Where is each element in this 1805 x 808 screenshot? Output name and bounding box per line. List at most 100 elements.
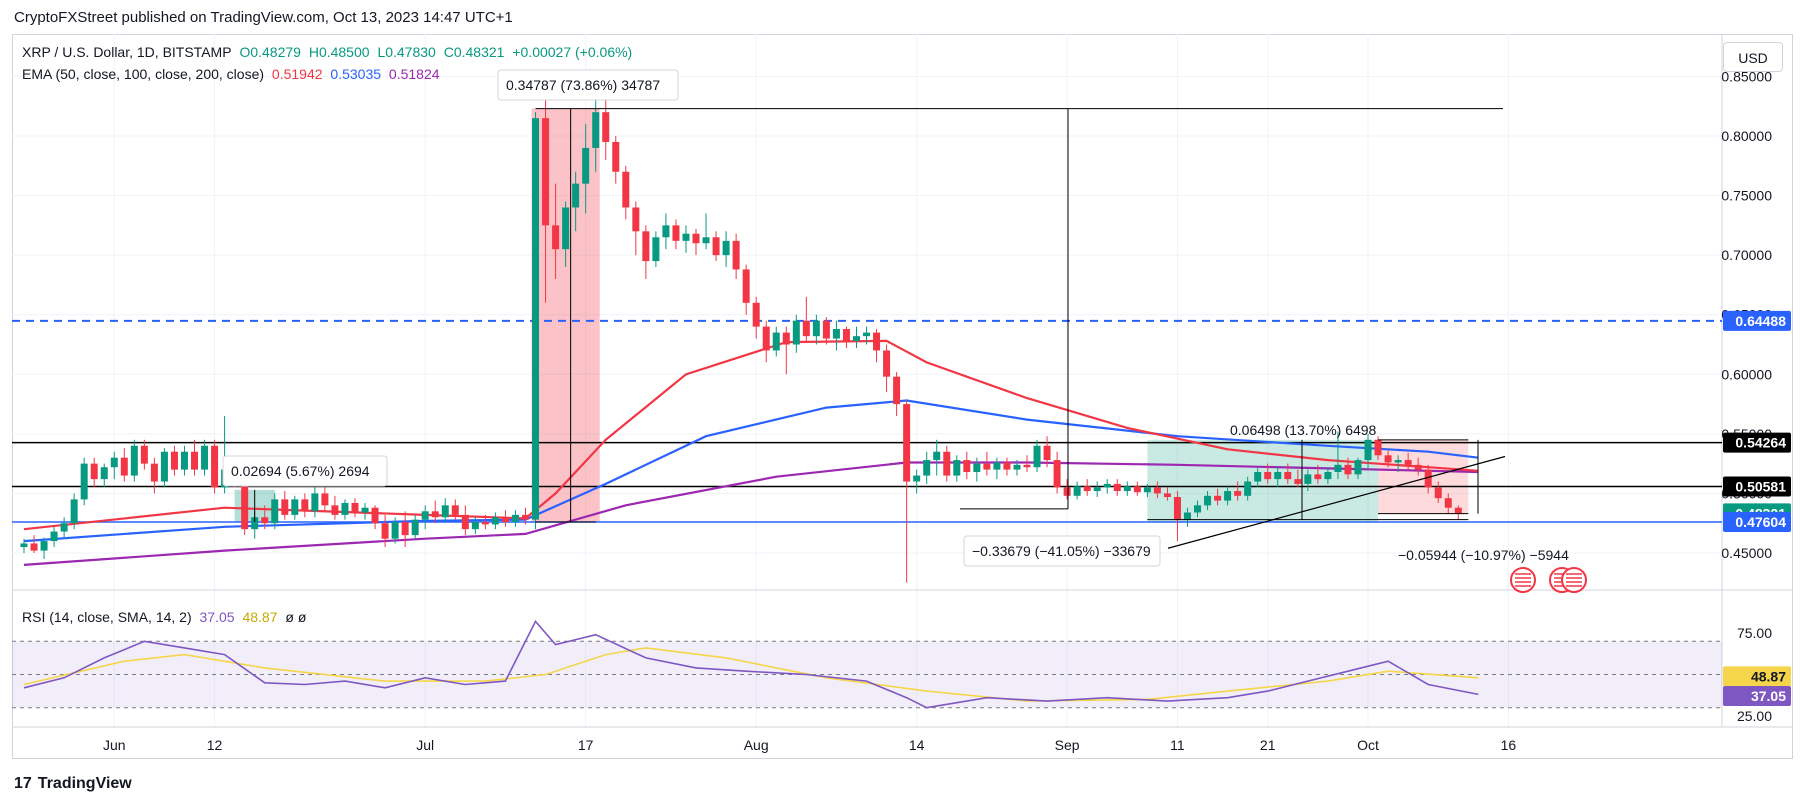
candle-body <box>1043 445 1051 461</box>
candle <box>632 201 640 256</box>
symbol-name: XRP / U.S. Dollar, 1D, BITSTAMP <box>22 44 232 60</box>
rsi-price-label-text: 37.05 <box>1751 688 1786 704</box>
candle <box>692 228 700 256</box>
candle-body <box>30 543 38 551</box>
candle-body <box>140 445 148 464</box>
candle <box>170 445 178 476</box>
candle-body <box>1103 483 1111 488</box>
candle <box>923 451 931 484</box>
candle-body <box>953 460 961 476</box>
x-tick-label: 17 <box>578 737 594 753</box>
x-tick-label: 11 <box>1170 737 1185 753</box>
candle <box>662 213 670 250</box>
candle-body <box>702 237 710 244</box>
rsi-sma-line <box>23 647 1479 702</box>
candle-body <box>80 463 88 500</box>
candle <box>501 510 509 527</box>
x-tick-label: 14 <box>909 737 925 753</box>
candle-body <box>461 514 469 530</box>
candle-body <box>1173 497 1181 520</box>
candle-body <box>511 514 519 523</box>
rsi-value: 37.05 <box>199 609 235 625</box>
candle <box>1033 439 1041 472</box>
ohlc-high: H0.48500 <box>308 44 370 60</box>
candle <box>903 400 911 583</box>
candle-body <box>1214 495 1222 501</box>
ema100-value: 0.53035 <box>330 66 382 82</box>
candle <box>973 457 981 482</box>
candle <box>622 165 630 220</box>
candle <box>732 233 740 279</box>
candle <box>381 514 389 548</box>
measure-annotation: −0.33679 (−41.05%) −33679 <box>963 535 1161 567</box>
y-tick-label: 0.75000 <box>1721 188 1772 204</box>
candle <box>1204 491 1212 511</box>
candle <box>873 329 881 363</box>
candle <box>1394 455 1402 472</box>
candle <box>893 371 901 416</box>
x-tick-label: 12 <box>207 737 223 753</box>
candle <box>391 517 399 544</box>
candle-body <box>100 467 108 480</box>
price-label-bg <box>1723 511 1791 532</box>
candle-body <box>722 240 730 256</box>
candle <box>1083 479 1091 496</box>
candle <box>1424 464 1432 494</box>
us-flag-icon <box>1510 567 1536 593</box>
candle-body <box>863 332 871 337</box>
candle <box>441 498 449 523</box>
measure-zones <box>234 108 1469 523</box>
tradingview-brand: TradingView <box>37 775 132 792</box>
rsi-extra: ø ø <box>285 609 307 625</box>
candle <box>963 451 971 480</box>
candle-body <box>391 522 399 539</box>
x-tick-label: 16 <box>1501 737 1517 753</box>
annotation-text: 0.06498 (13.70%) 6498 <box>1230 422 1377 438</box>
candle <box>722 231 730 268</box>
candle <box>1224 486 1232 506</box>
price-label-bg <box>1723 476 1791 497</box>
candle-body <box>1244 481 1252 496</box>
candle-body <box>471 522 479 530</box>
rsi-price-label-text: 48.87 <box>1751 668 1786 684</box>
candle-body <box>582 147 590 184</box>
candle-body <box>1274 471 1282 480</box>
candle <box>331 495 339 520</box>
candle-body <box>261 517 269 524</box>
candle-body <box>1304 474 1312 484</box>
candle-body <box>1354 460 1362 475</box>
candle-body <box>20 543 28 548</box>
candle <box>100 463 108 488</box>
candle <box>993 457 1001 480</box>
currency-button[interactable]: USD <box>1723 42 1783 72</box>
candle-body <box>491 517 499 525</box>
candle-body <box>441 505 449 518</box>
candle-body <box>271 499 279 524</box>
candle <box>1344 457 1352 480</box>
candle-body <box>1394 460 1402 463</box>
ema-legend: EMA (50, close, 100, close, 200, close) … <box>22 66 444 82</box>
candle-body <box>401 522 409 536</box>
candle <box>863 326 871 345</box>
candle-body <box>893 376 901 405</box>
candle <box>461 505 469 536</box>
y-tick-label: 0.45000 <box>1721 545 1772 561</box>
candle <box>70 493 78 530</box>
candle <box>1234 481 1242 501</box>
candle <box>1364 433 1372 470</box>
candle <box>562 201 570 268</box>
measure-annotation: 0.34787 (73.86%) 34787 <box>497 69 679 101</box>
candle-body <box>371 507 379 524</box>
candle-body <box>592 112 600 148</box>
candle-body <box>341 502 349 515</box>
candle-body <box>1153 487 1161 494</box>
candle-body <box>1204 495 1212 506</box>
candle <box>1013 460 1021 476</box>
candle <box>943 445 951 482</box>
candle-body <box>251 517 259 530</box>
top-bar: CryptoFXStreet published on TradingView.… <box>0 0 1805 34</box>
candle <box>552 183 560 279</box>
price-label-bg <box>1723 432 1791 453</box>
candle <box>742 264 750 315</box>
